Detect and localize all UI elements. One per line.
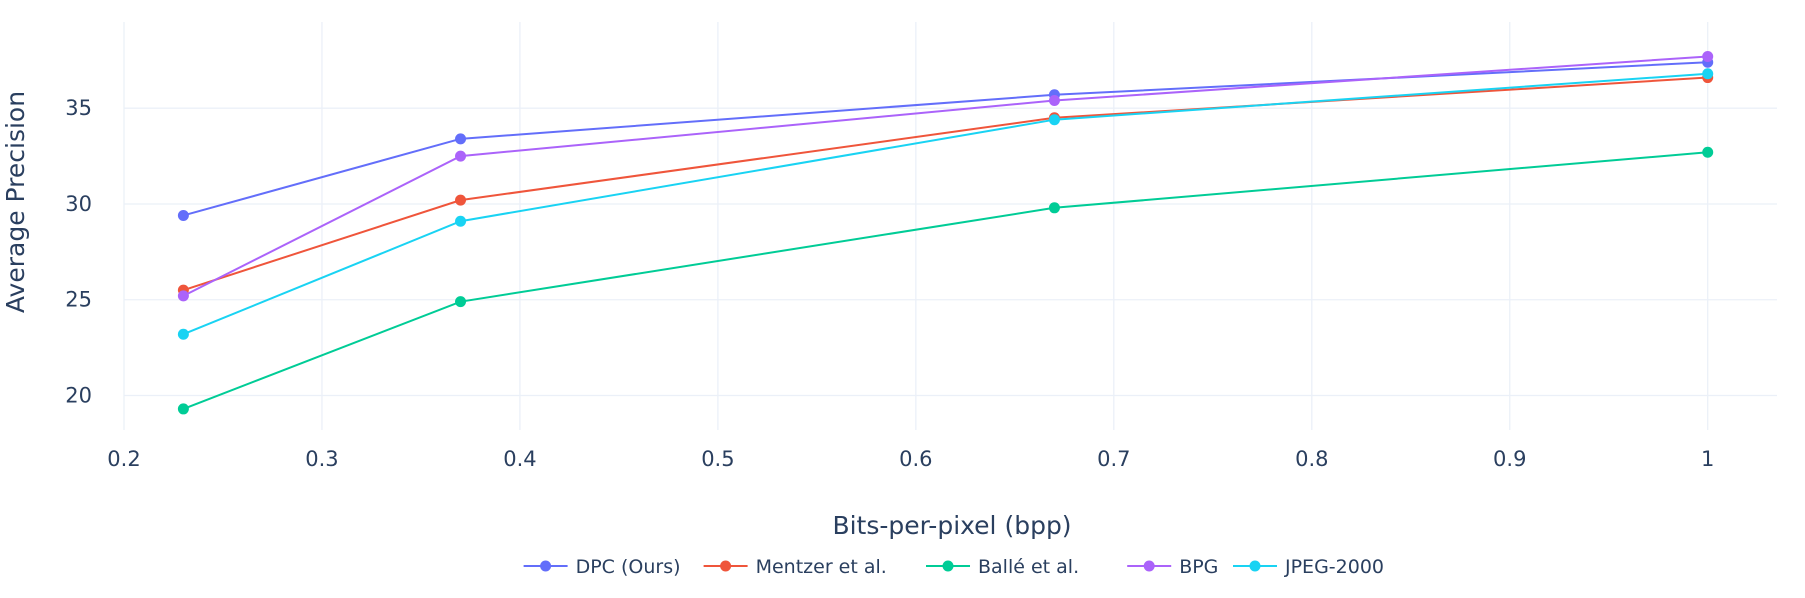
data-point	[1048, 114, 1060, 126]
y-tick-label: 35	[65, 96, 92, 120]
legend-label: JPEG-2000	[1284, 556, 1384, 578]
data-point	[455, 215, 467, 227]
data-point	[1702, 50, 1714, 62]
data-point	[1048, 202, 1060, 214]
legend-label: BPG	[1179, 556, 1218, 578]
y-axis-title: Average Precision	[1, 91, 30, 313]
legend-item: Mentzer et al.	[703, 556, 887, 578]
data-point	[177, 328, 189, 340]
data-point	[177, 209, 189, 221]
series-line	[183, 76, 1708, 292]
data-point	[1702, 146, 1714, 158]
x-tick-label: 0.7	[1097, 447, 1130, 471]
data-point	[177, 290, 189, 302]
x-tick-label: 0.4	[503, 447, 536, 471]
y-tick-label: 30	[65, 192, 92, 216]
series-line	[183, 72, 1708, 336]
plot-area	[177, 50, 1714, 415]
data-point	[455, 133, 467, 145]
x-tick-label: 0.3	[305, 447, 338, 471]
x-tick-label: 0.9	[1493, 447, 1526, 471]
x-tick-label: 1	[1701, 447, 1714, 471]
legend: DPC (Ours) Mentzer et al. Ballé et al. BPG J…	[523, 556, 1384, 578]
data-point	[455, 150, 467, 162]
data-point	[177, 403, 189, 415]
series-line	[183, 151, 1708, 410]
series-mentzer-et-al-	[177, 72, 1714, 296]
legend-swatch-marker	[1143, 560, 1155, 572]
legend-swatch-marker	[540, 560, 552, 572]
series-line	[182, 55, 1708, 297]
legend-item: BPG	[1127, 556, 1218, 578]
x-tick-label: 0.5	[701, 447, 734, 471]
legend-item: JPEG-2000	[1233, 556, 1384, 578]
series-jpeg-2000	[177, 68, 1714, 340]
data-point	[1048, 95, 1060, 107]
y-tick-label: 20	[65, 384, 92, 408]
data-point	[455, 194, 467, 206]
x-axis: 0.2 0.3 0.4 0.5 0.6 0.7 0.8 0.9 1	[107, 447, 1714, 471]
legend-label: Mentzer et al.	[756, 556, 887, 578]
legend-item: Ballé et al.	[926, 556, 1079, 578]
x-tick-label: 0.6	[899, 447, 932, 471]
legend-swatch-marker	[1249, 560, 1261, 572]
x-axis-title: Bits-per-pixel (bpp)	[832, 511, 1071, 540]
legend-label: DPC (Ours)	[576, 556, 681, 578]
data-point	[1702, 68, 1714, 80]
legend-swatch-marker	[942, 560, 954, 572]
data-point	[455, 296, 467, 308]
y-axis: 20 25 30 35	[65, 96, 92, 407]
x-tick-label: 0.2	[107, 447, 140, 471]
x-tick-label: 0.8	[1295, 447, 1328, 471]
legend-label: Ballé et al.	[978, 556, 1079, 578]
series-ball-et-al-	[177, 146, 1714, 415]
series-bpg	[177, 50, 1714, 302]
y-tick-label: 25	[65, 288, 92, 312]
legend-swatch-marker	[720, 560, 732, 572]
legend-item: DPC (Ours)	[523, 556, 681, 578]
grid	[123, 22, 1777, 430]
